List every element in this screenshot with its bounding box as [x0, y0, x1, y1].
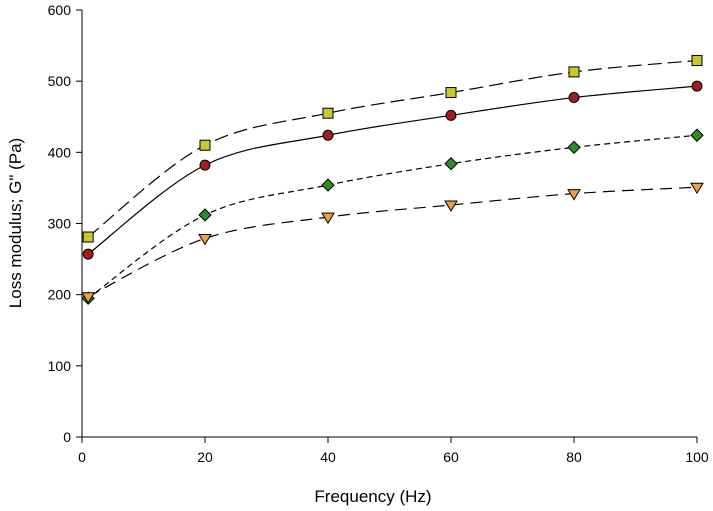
series-group — [81, 55, 704, 305]
series-square-line — [87, 59, 698, 238]
x-tick-label: 80 — [566, 449, 582, 465]
y-tick-label: 400 — [48, 144, 72, 160]
y-tick-label: 300 — [48, 216, 72, 232]
axes — [81, 10, 697, 438]
series-square-point — [691, 55, 703, 67]
y-tick-label: 600 — [48, 2, 72, 18]
series-circle-point — [568, 92, 580, 104]
series-diamond-line — [87, 134, 698, 299]
series-triangle-point — [444, 200, 458, 212]
series-circle-point — [445, 109, 457, 121]
series-diamond-point — [198, 208, 212, 222]
x-ticks: 0 20 40 60 80 100 — [78, 437, 709, 465]
y-ticks: 0 100 200 300 400 500 600 — [48, 2, 82, 445]
series-triangle-line — [87, 186, 698, 298]
series-circle-point — [691, 80, 703, 92]
series-diamond-point — [690, 128, 704, 142]
series-diamond-point — [321, 178, 335, 192]
series-diamond — [81, 128, 704, 305]
series-triangle-point — [690, 182, 704, 195]
series-square-point — [322, 107, 334, 119]
series-circle-point — [82, 248, 94, 260]
x-tick-label: 20 — [197, 449, 213, 465]
series-square-point — [568, 66, 580, 78]
x-axis-title: Frequency (Hz) — [314, 487, 431, 506]
y-tick-label: 500 — [48, 73, 72, 89]
y-tick-label: 100 — [48, 358, 72, 374]
series-triangle-point — [567, 189, 581, 201]
x-tick-label: 40 — [320, 449, 336, 465]
series-triangle-point — [81, 292, 96, 304]
series-square-point — [199, 139, 211, 151]
series-square-point — [445, 87, 457, 99]
series-triangle — [81, 182, 704, 304]
y-axis-title: Loss modulus; G" (Pa) — [6, 138, 25, 308]
series-circle-point — [199, 159, 211, 171]
series-diamond-point — [567, 140, 581, 155]
series-triangle-point — [198, 233, 212, 246]
series-circle-point — [322, 129, 334, 141]
y-tick-label: 0 — [63, 429, 71, 445]
x-tick-label: 100 — [685, 449, 709, 465]
x-tick-label: 0 — [78, 449, 86, 465]
x-tick-label: 60 — [443, 449, 459, 465]
y-tick-label: 200 — [48, 287, 72, 303]
series-square-point — [82, 231, 94, 243]
series-diamond-point — [444, 157, 458, 171]
series-square — [82, 55, 703, 243]
series-circle-line — [87, 85, 698, 255]
series-triangle-point — [321, 212, 335, 225]
series-circle — [82, 80, 703, 260]
